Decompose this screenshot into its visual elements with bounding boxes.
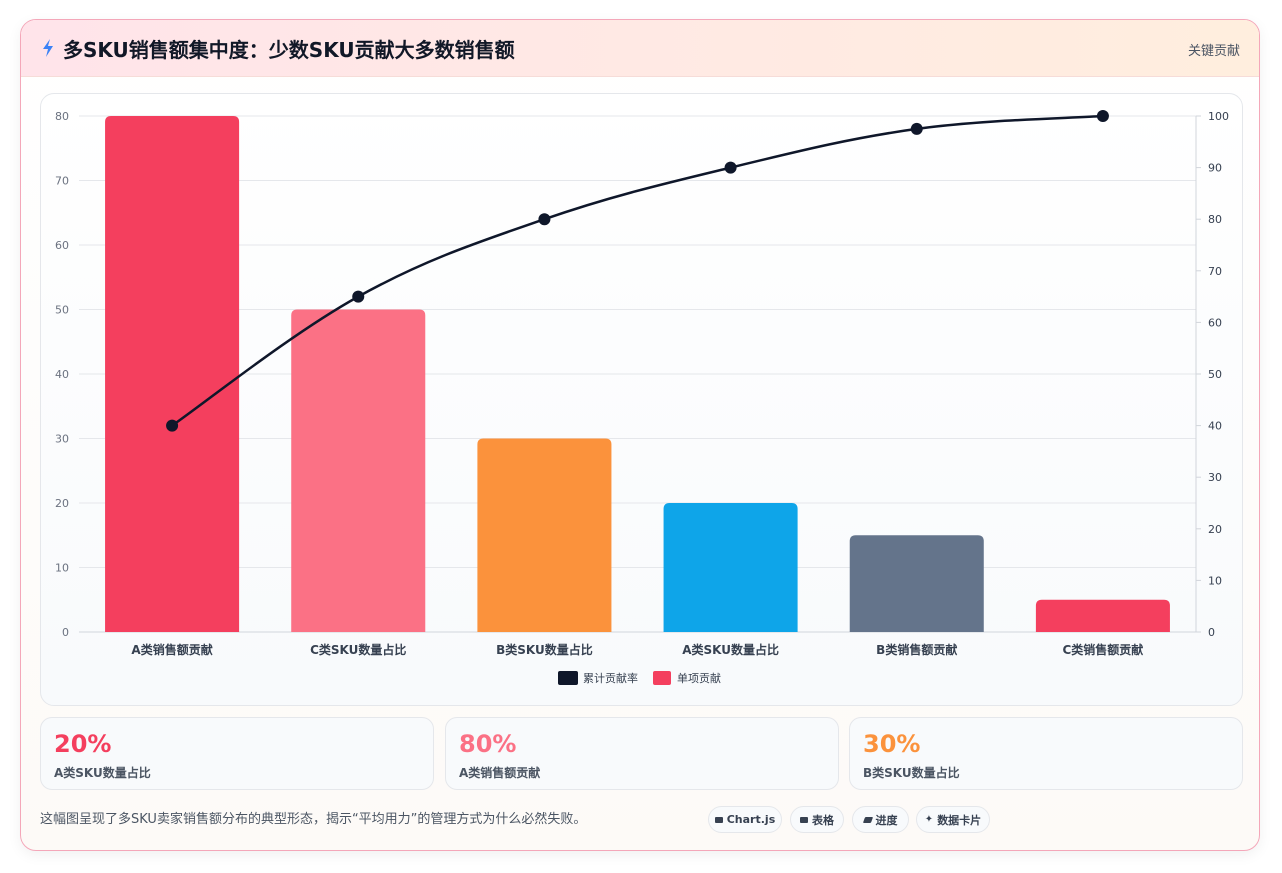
header-tag: 关键贡献 <box>1187 44 1240 59</box>
pill-data-card-label: 数据卡片 <box>937 813 982 827</box>
x-tick-label: C类SKU数量占比 <box>310 642 406 657</box>
legend-swatch-cumulative <box>558 671 578 685</box>
x-tick-label: A类销售额贡献 <box>131 642 212 657</box>
cumulative-line <box>171 114 1104 427</box>
line-point <box>724 161 737 174</box>
pareto-chart: 0 10 20 30 40 50 60 70 80 0 10 20 30 40 50 60 70 80 90 100 A… <box>55 110 1229 685</box>
legend-swatch-bar <box>653 671 671 685</box>
card-header: 多SKU销售额集中度：少数SKU贡献大多数销售额 关键贡献 <box>21 20 1259 77</box>
legend-label-bar: 单项贡献 <box>677 671 721 685</box>
progress-icon <box>862 816 873 823</box>
pill-table[interactable]: 表格 <box>790 806 844 833</box>
line-point <box>352 290 365 303</box>
stat-label-3: B类SKU数量占比 <box>863 766 960 780</box>
lightning-icon <box>43 39 53 57</box>
y-right-tick-label: 90 <box>1208 162 1222 175</box>
pill-progress-label: 进度 <box>875 813 898 827</box>
sparkle-icon: ✦ <box>924 814 934 825</box>
x-tick-label: B类SKU数量占比 <box>496 642 593 657</box>
y-right-tick-label: 40 <box>1208 420 1222 433</box>
chart-card: 多SKU销售额集中度：少数SKU贡献大多数销售额 关键贡献 0 10 20 30 40 5… <box>20 19 1260 851</box>
y-left-tick-label: 0 <box>62 626 69 639</box>
table-icon <box>800 816 808 823</box>
x-tick-label: A类SKU数量占比 <box>682 642 779 657</box>
stat-value-1: 20% <box>54 730 112 758</box>
pill-data-card[interactable]: ✦ 数据卡片 <box>916 806 990 833</box>
y-left-tick-label: 10 <box>55 562 69 575</box>
y-right-tick-label: 60 <box>1208 316 1222 329</box>
pill-chartjs-label: Chart.js <box>726 813 776 826</box>
bar <box>291 309 426 632</box>
y-left-tick-label: 80 <box>55 110 69 123</box>
y-left-tick-label: 50 <box>55 304 69 317</box>
pill-table-label: 表格 <box>812 813 834 827</box>
y-left-tick-label: 40 <box>55 368 69 381</box>
y-left-tick-label: 70 <box>55 175 69 188</box>
pill-chartjs[interactable]: Chart.js <box>708 806 782 833</box>
pill-progress[interactable]: 进度 <box>852 806 909 833</box>
bar <box>849 535 984 632</box>
y-right-tick-label: 30 <box>1208 471 1222 484</box>
chart-title: 多SKU销售额集中度：少数SKU贡献大多数销售额 <box>63 38 515 62</box>
stat-value-2: 80% <box>459 730 517 758</box>
y-right-tick-label: 100 <box>1208 110 1229 123</box>
x-tick-label: C类销售额贡献 <box>1063 642 1144 657</box>
y-right-tick-label: 70 <box>1208 265 1222 278</box>
stat-label-1: A类SKU数量占比 <box>54 766 151 780</box>
y-left-tick-label: 20 <box>55 497 69 510</box>
y-left-tick-label: 30 <box>55 433 69 446</box>
bar <box>477 438 612 632</box>
line-point <box>538 213 551 226</box>
line-point <box>1096 110 1109 122</box>
stat-card-1: 20% A类SKU数量占比 <box>40 717 434 790</box>
y-right-tick-label: 10 <box>1208 574 1222 587</box>
y-left-tick-label: 60 <box>55 239 69 252</box>
stat-card-2: 80% A类销售额贡献 <box>445 717 839 790</box>
stat-label-2: A类销售额贡献 <box>459 766 541 780</box>
line-point <box>166 419 179 432</box>
line-point <box>910 122 923 135</box>
y-right-tick-label: 80 <box>1208 213 1222 226</box>
y-right-tick-label: 20 <box>1208 523 1222 536</box>
chart-panel: 0 10 20 30 40 50 60 70 80 0 10 20 30 40 50 60 70 80 90 100 A… <box>40 93 1243 706</box>
chart-icon <box>714 816 723 823</box>
stat-card-3: 30% B类SKU数量占比 <box>849 717 1243 790</box>
legend-label-cumulative: 累计贡献率 <box>583 671 638 685</box>
stat-value-3: 30% <box>863 730 921 758</box>
bar <box>105 116 240 632</box>
bar <box>1035 599 1170 632</box>
bar <box>663 503 798 632</box>
chart-footnote: 这幅图呈现了多SKU卖家销售额分布的典型形态，揭示“平均用力”的管理方式为什么必… <box>40 812 587 827</box>
y-right-tick-label: 0 <box>1208 626 1215 639</box>
x-tick-label: B类销售额贡献 <box>876 642 957 657</box>
y-right-tick-label: 50 <box>1208 368 1222 381</box>
